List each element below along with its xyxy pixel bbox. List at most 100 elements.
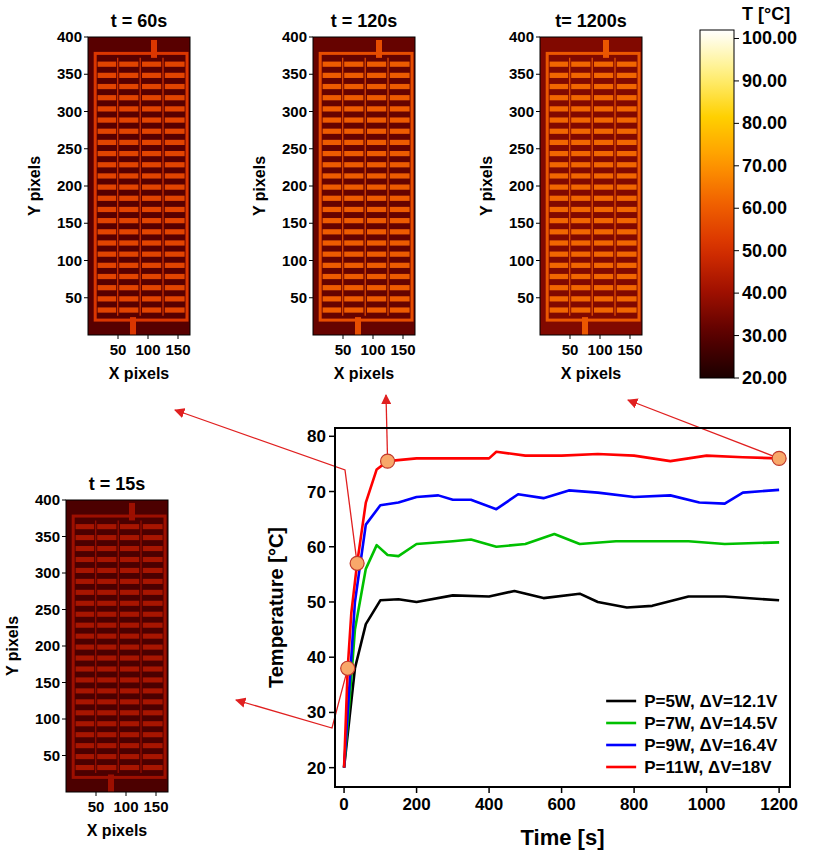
heater-track <box>571 274 590 279</box>
heater-track <box>97 699 116 704</box>
heater-track <box>367 240 386 245</box>
heater-track <box>119 140 138 145</box>
heater-track <box>142 129 161 134</box>
heater-spine <box>592 58 593 316</box>
heater-track <box>617 207 637 212</box>
heater-track <box>344 252 363 257</box>
legend-swatch <box>606 744 636 747</box>
arrows <box>175 395 779 728</box>
heater-track <box>120 699 139 704</box>
heater-track <box>142 307 161 312</box>
x-tick <box>156 792 157 796</box>
heater-track <box>617 129 637 134</box>
y-tick-label: 50 <box>517 289 534 306</box>
y-tick <box>84 148 88 149</box>
snapshot-arrow <box>175 410 357 563</box>
heater-track <box>594 229 613 234</box>
heater-track <box>617 84 637 89</box>
heater-track <box>550 196 569 201</box>
heater-track <box>367 84 386 89</box>
thermal-panel: 5010015020025030035040050100150t = 15sX … <box>4 474 169 839</box>
heater-track <box>119 296 138 301</box>
heater-track <box>165 274 185 279</box>
heater-track <box>120 688 139 693</box>
y-tick-label: 350 <box>509 65 534 82</box>
panel-frame <box>66 500 168 792</box>
heater-track <box>143 546 163 551</box>
heater-track <box>390 129 410 134</box>
heater-track <box>594 173 613 178</box>
y-tick <box>62 646 66 647</box>
heater-track <box>76 601 95 606</box>
y-tick <box>536 148 540 149</box>
colorbar-tick-label: 80.00 <box>742 113 787 133</box>
heater-track <box>594 240 613 245</box>
y-tick-label: 50 <box>290 289 307 306</box>
y-tick <box>309 297 313 298</box>
heater-track <box>143 612 163 617</box>
heater-track <box>550 95 569 100</box>
heater-track <box>119 218 138 223</box>
heater-track <box>97 688 116 693</box>
heater-track <box>594 117 613 122</box>
heater-track <box>594 218 613 223</box>
heater-track <box>344 307 363 312</box>
y-tick-label: 100 <box>509 252 534 269</box>
heater-track <box>143 535 163 540</box>
heater-track <box>594 263 613 268</box>
heater-track <box>344 129 363 134</box>
y-tick-label: 150 <box>35 674 60 691</box>
x-tick <box>148 335 149 339</box>
y-tick-label: 20 <box>307 759 326 778</box>
thermal-panel: 5010015020025030035040050100150t = 60sX … <box>26 11 191 382</box>
y-tick <box>62 719 66 720</box>
panel-title: t= 1200s <box>555 11 627 31</box>
heater-track <box>119 129 138 134</box>
x-tick-label: 600 <box>547 795 575 814</box>
colorbar-tick <box>734 250 739 251</box>
y-axis-title: Y pixels <box>251 156 268 216</box>
heater-track <box>143 688 163 693</box>
heater-track <box>367 62 386 67</box>
heater-track <box>390 162 410 167</box>
heater-track <box>97 546 116 551</box>
heater-track <box>550 252 569 257</box>
heater-track <box>76 546 95 551</box>
heater-track <box>165 62 185 67</box>
heater-track <box>120 568 139 573</box>
heater-track <box>119 95 138 100</box>
heater-track <box>323 140 342 145</box>
heater-track <box>165 185 185 190</box>
heater-track <box>571 307 590 312</box>
heater-track <box>97 590 116 595</box>
x-tick <box>343 335 344 339</box>
heater-track <box>323 129 342 134</box>
heater-track <box>390 73 410 78</box>
heater-track <box>344 263 363 268</box>
heater-track <box>119 240 138 245</box>
heater-track <box>550 129 569 134</box>
heater-track <box>550 285 569 290</box>
heater-track <box>323 229 342 234</box>
series-line <box>344 534 779 768</box>
heater-track <box>571 95 590 100</box>
colorbar-scale <box>700 30 734 378</box>
heater-track <box>344 117 363 122</box>
heater-track <box>617 307 637 312</box>
y-tick-label: 400 <box>282 28 307 45</box>
y-tick-label: 300 <box>57 103 82 120</box>
heater-track <box>76 634 95 639</box>
heater-track <box>367 252 386 257</box>
heater-track <box>119 162 138 167</box>
y-tick-label: 300 <box>282 103 307 120</box>
heater-track <box>119 185 138 190</box>
heater-track <box>120 524 139 529</box>
heater-track <box>367 73 386 78</box>
heater-track <box>323 117 342 122</box>
heater-track <box>98 196 117 201</box>
heater-track <box>142 240 161 245</box>
colorbar-tick <box>734 38 739 39</box>
heater-track <box>367 296 386 301</box>
heater-track <box>617 185 637 190</box>
y-tick-label: 50 <box>65 289 82 306</box>
